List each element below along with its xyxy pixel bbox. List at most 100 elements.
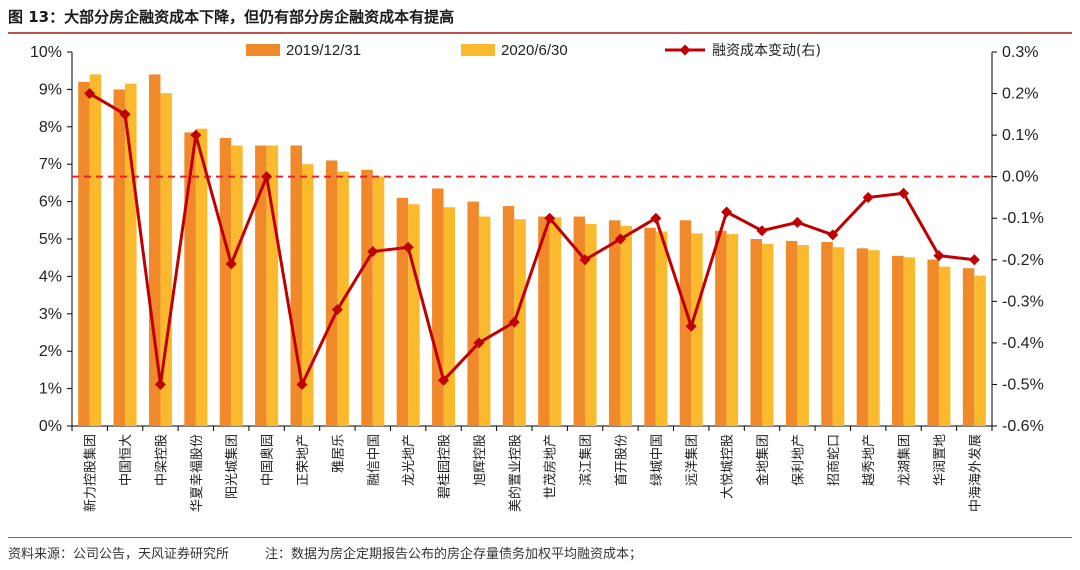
bar-2020 <box>620 225 632 426</box>
legend-label-2020: 2020/6/30 <box>501 42 568 59</box>
category-label: 大悦城控股 <box>721 434 736 499</box>
left-tick-label: 2% <box>39 343 62 360</box>
bar-2019 <box>715 230 727 426</box>
category-label: 远洋集团 <box>684 434 700 486</box>
category-label: 保利地产 <box>791 434 806 486</box>
change-point-marker <box>685 320 697 332</box>
change-point-marker <box>296 378 308 390</box>
change-series-line <box>88 92 975 386</box>
category-label: 招商蛇口 <box>827 434 842 486</box>
bar-2019 <box>892 255 904 426</box>
change-point-marker <box>119 108 131 120</box>
category-label: 世茂房地产 <box>543 434 559 499</box>
right-tick-label: -0.3% <box>1002 293 1044 310</box>
bar-2020 <box>195 128 208 427</box>
bar-2019 <box>113 89 126 427</box>
category-label: 龙湖集团 <box>897 434 913 486</box>
change-point-marker <box>827 229 839 241</box>
bar-2019 <box>962 268 975 426</box>
bar-2019 <box>325 160 338 426</box>
bar-2019 <box>396 197 409 426</box>
right-tick-label: -0.6% <box>1002 418 1044 435</box>
category-label: 正荣地产 <box>296 434 311 486</box>
left-tick-label: 5% <box>39 231 62 248</box>
legend-label-change: 融资成本变动(右) <box>712 43 821 59</box>
bar-2020 <box>691 233 703 426</box>
bar-2019 <box>573 216 586 426</box>
change-point-marker <box>438 374 450 386</box>
right-tick-label: 0.1% <box>1002 127 1038 144</box>
bar-2019 <box>467 201 479 426</box>
change-point-marker <box>862 191 874 203</box>
bar-2020 <box>549 217 562 426</box>
right-tick-label: -0.4% <box>1002 335 1044 352</box>
bar-2020 <box>938 266 951 426</box>
bar-2020 <box>125 83 137 426</box>
bar-2019 <box>927 259 939 426</box>
left-tick-label: 6% <box>39 194 62 211</box>
right-tick-label: 0.2% <box>1002 86 1038 103</box>
bar-2019 <box>679 220 692 426</box>
change-point-marker <box>650 212 662 224</box>
change-point-marker <box>225 258 237 270</box>
bar-2020 <box>408 204 420 426</box>
category-label: 碧桂园控股 <box>438 434 453 499</box>
bar-2019 <box>184 132 196 426</box>
bar-2019 <box>608 220 621 426</box>
footer-rule <box>8 537 1072 538</box>
category-label: 中梁控股 <box>154 434 169 486</box>
bar-2019 <box>361 169 373 426</box>
category-label: 旭辉控股 <box>473 434 488 486</box>
change-point-marker <box>791 216 803 228</box>
category-label: 越秀地产 <box>862 434 877 486</box>
legend-swatch-2019 <box>246 44 280 56</box>
right-tick-label: -0.1% <box>1002 210 1044 227</box>
bar-2020 <box>903 257 916 426</box>
category-label: 龙光地产 <box>402 434 417 486</box>
bar-2020 <box>478 216 491 426</box>
change-point-marker <box>968 254 980 266</box>
bar-2019 <box>785 240 798 426</box>
category-label: 新力控股集团 <box>83 434 99 512</box>
change-point-marker <box>84 88 96 100</box>
bar-line-chart: 0% 1% 2% 3% 4% 5% 6% 7% 8% 9% 10% -0.6% -0.5% -0.4% -0… <box>30 42 1044 512</box>
bar-2019 <box>856 248 869 426</box>
bar-2020 <box>832 247 845 426</box>
category-label: 美的置业控股 <box>507 434 523 512</box>
legend-label-2019: 2019/12/31 <box>286 42 361 59</box>
category-label: 绿城中国 <box>650 434 665 486</box>
bar-2019 <box>255 145 267 426</box>
left-tick-label: 4% <box>39 268 62 285</box>
category-label: 中国奥园 <box>261 434 276 486</box>
bar-2020 <box>231 145 243 426</box>
bar-2020 <box>160 93 172 426</box>
bar-2019 <box>290 145 302 426</box>
category-label: 华润置地 <box>933 434 948 486</box>
bar-2019 <box>821 241 833 426</box>
change-point-marker <box>261 171 273 183</box>
title-rule <box>8 32 1072 34</box>
bar-2020 <box>974 275 986 426</box>
category-label: 滨江集团 <box>578 434 594 486</box>
chart-title: 图 13：大部分房企融资成本下降，但仍有部分房企融资成本有提高 <box>8 8 455 26</box>
left-tick-label: 7% <box>39 156 62 173</box>
change-point-marker <box>756 225 768 237</box>
change-point-marker <box>402 241 414 253</box>
change-point-marker <box>154 378 166 390</box>
legend-swatch-2020 <box>461 44 495 56</box>
bar-2020 <box>266 145 279 426</box>
category-label: 中海海外发展 <box>967 434 983 512</box>
category-label: 中国恒大 <box>119 434 134 486</box>
right-tick-label: 0.3% <box>1002 44 1038 61</box>
bar-2019 <box>538 216 550 426</box>
category-label: 华夏幸福股份 <box>190 434 205 512</box>
category-label: 首开股份 <box>614 434 629 486</box>
category-label: 阳光城集团 <box>224 434 240 499</box>
bar-2019 <box>750 239 762 426</box>
legend-marker-change <box>679 44 691 56</box>
category-label: 融信中国 <box>367 434 382 486</box>
change-point-marker <box>614 233 626 245</box>
right-tick-label: 0.0% <box>1002 169 1038 186</box>
bar-2019 <box>432 188 444 426</box>
bar-2020 <box>514 219 526 426</box>
